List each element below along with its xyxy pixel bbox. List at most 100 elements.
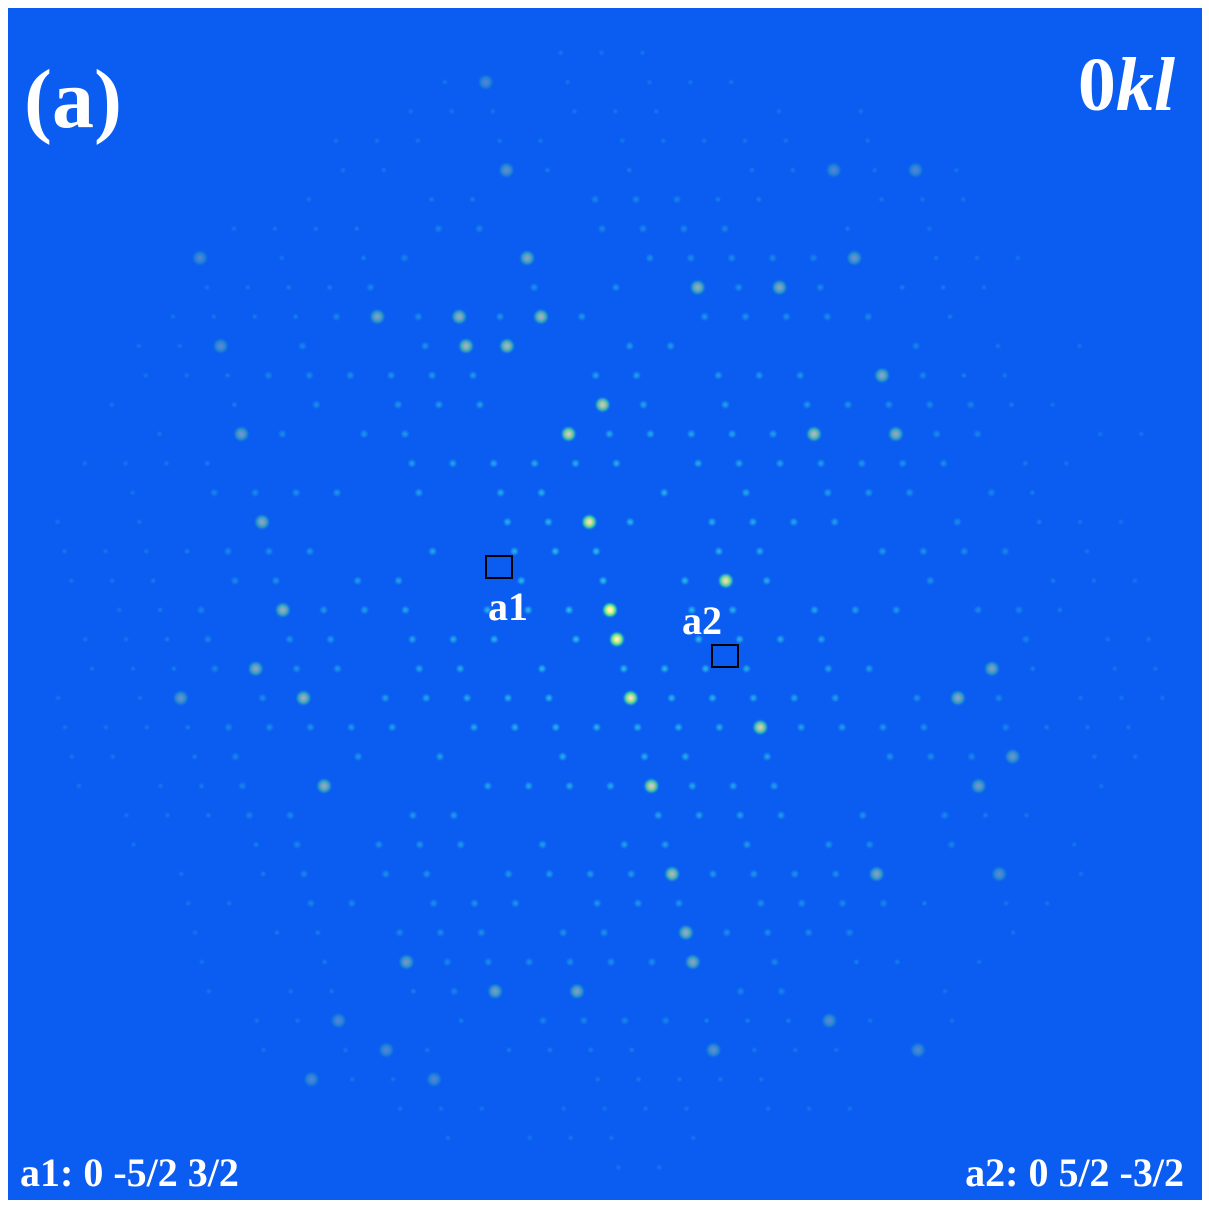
spot bbox=[253, 1017, 261, 1025]
spot bbox=[483, 957, 494, 968]
spot bbox=[1056, 606, 1064, 614]
spot bbox=[918, 722, 929, 733]
spot bbox=[638, 223, 649, 234]
spot bbox=[606, 957, 617, 968]
spot bbox=[299, 869, 310, 880]
spot bbox=[966, 751, 977, 762]
spot bbox=[897, 458, 908, 469]
spot bbox=[223, 722, 234, 733]
spot bbox=[529, 282, 540, 293]
spot bbox=[365, 282, 376, 293]
spot bbox=[700, 137, 708, 145]
spot bbox=[823, 663, 834, 674]
spot bbox=[748, 693, 759, 704]
spot bbox=[223, 546, 234, 557]
spot bbox=[917, 370, 928, 381]
spot bbox=[427, 370, 438, 381]
spot bbox=[156, 606, 164, 614]
spot bbox=[263, 370, 274, 381]
spot bbox=[406, 458, 417, 469]
spot bbox=[486, 982, 504, 1000]
spot bbox=[750, 1046, 758, 1054]
spot bbox=[775, 634, 786, 645]
spot bbox=[498, 337, 516, 355]
spot bbox=[665, 341, 676, 352]
plane-label: 0kl bbox=[1078, 43, 1175, 127]
spot bbox=[407, 634, 418, 645]
spot bbox=[407, 107, 415, 115]
spot bbox=[911, 341, 922, 352]
spot bbox=[868, 865, 886, 883]
spot bbox=[447, 458, 458, 469]
spot bbox=[550, 722, 561, 733]
spot bbox=[907, 161, 925, 179]
spot bbox=[866, 1017, 874, 1025]
spot bbox=[305, 195, 313, 203]
spot bbox=[918, 195, 926, 203]
spot bbox=[526, 1134, 534, 1142]
spot bbox=[578, 1015, 589, 1026]
spot bbox=[130, 841, 138, 849]
spot bbox=[568, 982, 586, 1000]
spot bbox=[808, 253, 819, 264]
spot bbox=[748, 166, 756, 174]
spot bbox=[878, 195, 886, 203]
spot bbox=[176, 342, 184, 350]
spot bbox=[642, 1105, 650, 1113]
spot bbox=[558, 927, 569, 938]
spot bbox=[244, 810, 255, 821]
spot bbox=[789, 166, 797, 174]
spot bbox=[597, 223, 608, 234]
spot bbox=[822, 487, 833, 498]
spot bbox=[377, 1041, 395, 1059]
spot bbox=[373, 137, 381, 145]
spot bbox=[1001, 371, 1009, 379]
diffraction-image: (a) 0kl a1 a2 a1: 0 -5/2 3/2 a2: 0 5/2 -… bbox=[0, 0, 1209, 1208]
spot bbox=[714, 722, 725, 733]
spot bbox=[631, 194, 642, 205]
spot bbox=[1062, 459, 1070, 467]
spot bbox=[601, 601, 619, 619]
spot bbox=[959, 195, 967, 203]
spot bbox=[1014, 254, 1022, 262]
spot bbox=[628, 1046, 636, 1054]
spot bbox=[700, 663, 711, 674]
spot bbox=[457, 337, 475, 355]
spot bbox=[332, 137, 340, 145]
spot bbox=[315, 777, 333, 795]
spot bbox=[1000, 546, 1011, 557]
spot bbox=[278, 254, 286, 262]
spot bbox=[639, 751, 650, 762]
spot bbox=[735, 986, 746, 997]
spot bbox=[741, 663, 752, 674]
spot bbox=[994, 342, 1002, 350]
spot bbox=[599, 927, 610, 938]
spot bbox=[619, 1015, 630, 1026]
spot bbox=[61, 547, 69, 555]
page: (a) 0kl a1 a2 a1: 0 -5/2 3/2 a2: 0 5/2 -… bbox=[0, 0, 1209, 1208]
spot bbox=[142, 547, 150, 555]
spot bbox=[686, 78, 694, 86]
spot bbox=[177, 870, 185, 878]
spot bbox=[294, 1017, 302, 1025]
spot bbox=[346, 898, 357, 909]
spot bbox=[768, 429, 779, 440]
spot bbox=[184, 723, 192, 731]
spot bbox=[292, 313, 300, 321]
spot bbox=[196, 605, 207, 616]
spot bbox=[1096, 430, 1104, 438]
spot bbox=[172, 689, 190, 707]
spot bbox=[359, 605, 370, 616]
spot bbox=[149, 577, 157, 585]
spot bbox=[489, 107, 497, 115]
spot bbox=[102, 723, 110, 731]
spot bbox=[129, 665, 137, 673]
spot bbox=[952, 517, 963, 528]
spot bbox=[784, 1017, 792, 1025]
spot bbox=[983, 660, 1001, 678]
spot bbox=[887, 425, 905, 443]
spot bbox=[88, 665, 96, 673]
spot bbox=[708, 869, 719, 880]
spot bbox=[762, 751, 773, 762]
spot bbox=[352, 575, 363, 586]
